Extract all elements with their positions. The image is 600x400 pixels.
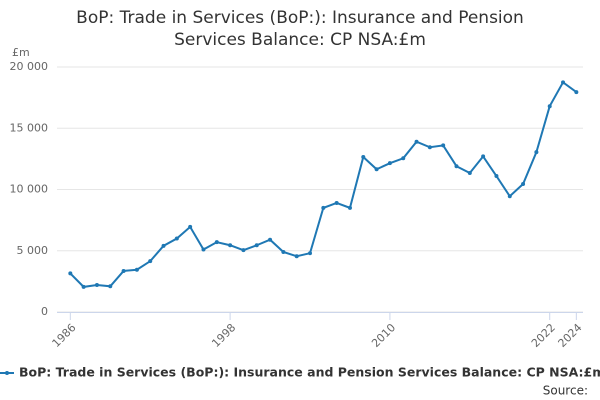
- data-point: [361, 155, 366, 160]
- y-tick-label: 0: [41, 305, 48, 318]
- data-point: [214, 240, 219, 245]
- data-point: [148, 259, 153, 264]
- data-point: [441, 143, 446, 148]
- data-point: [321, 205, 326, 210]
- data-point: [294, 254, 299, 259]
- x-tick-label: 2010: [369, 321, 398, 350]
- data-point: [241, 248, 246, 253]
- y-unit: £m: [12, 46, 30, 59]
- data-point: [308, 251, 313, 256]
- data-point: [161, 243, 166, 248]
- data-point: [414, 139, 419, 144]
- data-point: [188, 224, 193, 229]
- x-tick-label: 2024: [556, 321, 585, 350]
- data-point: [94, 283, 99, 288]
- data-point: [268, 237, 273, 242]
- data-point: [228, 243, 233, 248]
- legend-marker: [5, 371, 9, 375]
- series-line: [69, 80, 577, 288]
- x-tick-label: 1998: [209, 321, 238, 350]
- data-point: [574, 90, 579, 95]
- data-point: [387, 161, 392, 166]
- data-point: [507, 194, 512, 199]
- data-point: [521, 181, 526, 186]
- data-point: [481, 154, 486, 159]
- data-point: [201, 247, 206, 252]
- chart-title: Services Balance: CP NSA:£m: [174, 30, 426, 50]
- data-point: [347, 205, 352, 210]
- data-point: [467, 170, 472, 175]
- x-tick-label: 1986: [50, 321, 79, 350]
- data-point: [68, 271, 73, 276]
- data-point: [454, 164, 459, 169]
- data-point: [81, 284, 86, 289]
- chart-title: BoP: Trade in Services (BoP:): Insurance…: [76, 8, 524, 28]
- data-point: [121, 268, 126, 273]
- legend-label: BoP: Trade in Services (BoP:): Insurance…: [19, 365, 600, 380]
- data-point: [561, 80, 566, 85]
- data-point: [108, 284, 113, 289]
- data-point: [534, 150, 539, 155]
- data-point: [134, 267, 139, 272]
- y-tick-label: 10 000: [10, 183, 49, 196]
- x-tick-label: 2022: [529, 321, 558, 350]
- y-tick-label: 20 000: [10, 60, 49, 73]
- data-point: [254, 243, 259, 248]
- data-point: [374, 167, 379, 172]
- data-point: [427, 145, 432, 150]
- data-point: [281, 249, 286, 254]
- y-tick-label: 15 000: [10, 121, 49, 134]
- y-tick-label: 5 000: [17, 244, 49, 257]
- data-point: [494, 174, 499, 179]
- data-point: [401, 156, 406, 161]
- data-point: [334, 200, 339, 205]
- data-point: [547, 104, 552, 109]
- data-point: [174, 236, 179, 241]
- source-label: Source:: [543, 384, 588, 398]
